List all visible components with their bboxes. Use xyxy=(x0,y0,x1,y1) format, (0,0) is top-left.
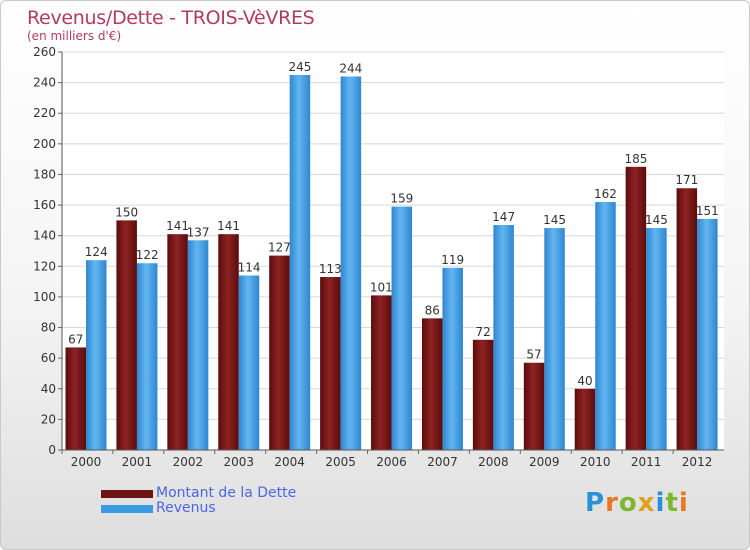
x-tick-label: 2002 xyxy=(173,455,204,469)
bar-debt xyxy=(167,234,188,450)
bar-debt xyxy=(320,277,341,450)
bar-revenue xyxy=(340,76,362,450)
data-label: 244 xyxy=(339,61,362,75)
data-label: 151 xyxy=(696,204,719,218)
bar-revenue xyxy=(646,228,667,450)
x-tick-label: 2006 xyxy=(376,455,407,469)
bar-revenue xyxy=(86,260,107,450)
x-tick-label: 2011 xyxy=(631,455,662,469)
bar-revenue xyxy=(697,218,718,450)
x-tick-label: 2004 xyxy=(274,455,305,469)
bar-debt xyxy=(269,255,290,450)
data-label: 150 xyxy=(115,205,138,219)
x-tick-label: 2003 xyxy=(223,455,254,469)
bar-revenue xyxy=(187,240,209,450)
bar-revenue xyxy=(289,74,311,450)
data-label: 114 xyxy=(238,260,261,274)
data-label: 127 xyxy=(268,241,291,255)
data-label: 137 xyxy=(187,225,210,239)
data-label: 185 xyxy=(624,152,647,166)
y-tick-label: 160 xyxy=(33,198,56,212)
legend-swatch-debt xyxy=(101,490,153,498)
data-label: 122 xyxy=(136,248,159,262)
bar-debt xyxy=(472,339,494,450)
bar-revenue xyxy=(391,206,413,450)
proxiti-logo: Proxiti xyxy=(585,488,689,518)
y-tick-label: 20 xyxy=(41,412,56,426)
data-label: 162 xyxy=(594,187,617,201)
bar-revenue xyxy=(595,202,616,450)
bar-debt xyxy=(371,295,392,450)
data-label: 145 xyxy=(645,213,668,227)
bar-revenue xyxy=(442,267,463,450)
bar-debt xyxy=(218,234,239,450)
bar-debt xyxy=(421,318,443,450)
y-tick-label: 0 xyxy=(48,443,56,457)
y-tick-label: 60 xyxy=(41,351,56,365)
bar-revenue xyxy=(136,263,158,450)
bar-debt xyxy=(523,362,545,450)
data-label: 67 xyxy=(68,332,83,346)
logo-letter: x xyxy=(637,488,656,518)
bar-revenue xyxy=(544,228,565,450)
data-label: 113 xyxy=(319,262,342,276)
logo-letter: i xyxy=(678,488,689,518)
logo-letter: o xyxy=(618,488,638,518)
y-tick-label: 240 xyxy=(33,76,56,90)
logo-letter: t xyxy=(665,488,679,518)
data-label: 119 xyxy=(441,253,464,267)
x-tick-label: 2008 xyxy=(478,455,509,469)
bar-debt xyxy=(625,166,647,451)
x-tick-label: 2000 xyxy=(71,455,102,469)
bar-debt xyxy=(116,220,137,450)
data-label: 40 xyxy=(577,374,592,388)
y-tick-label: 40 xyxy=(41,382,56,396)
data-label: 124 xyxy=(85,245,108,259)
bar-revenue xyxy=(493,224,514,450)
y-tick-label: 140 xyxy=(33,229,56,243)
data-label: 101 xyxy=(370,280,393,294)
x-tick-label: 2010 xyxy=(580,455,611,469)
y-tick-label: 200 xyxy=(33,137,56,151)
bar-debt xyxy=(676,188,698,450)
logo-letter: P xyxy=(585,488,606,518)
data-label: 141 xyxy=(166,219,189,233)
data-label: 245 xyxy=(288,60,311,74)
chart-title: Revenus/Dette - TROIS-VèVRES xyxy=(27,7,315,29)
bar-revenue xyxy=(238,275,260,450)
data-label: 145 xyxy=(543,213,566,227)
legend-label-revenue: Revenus xyxy=(156,500,216,516)
data-label: 159 xyxy=(390,192,413,206)
bar-debt xyxy=(65,347,86,450)
logo-letter: r xyxy=(605,488,619,518)
bar-debt xyxy=(574,388,596,450)
y-tick-label: 260 xyxy=(33,45,56,59)
legend-swatch-revenue xyxy=(101,505,153,513)
chart-subtitle: (en milliers d'€) xyxy=(27,29,122,43)
y-tick-label: 100 xyxy=(33,290,56,304)
x-tick-label: 2005 xyxy=(325,455,356,469)
data-label: 147 xyxy=(492,210,515,224)
x-tick-label: 2012 xyxy=(682,455,713,469)
data-label: 141 xyxy=(217,219,240,233)
legend-label-debt: Montant de la Dette xyxy=(156,485,297,501)
data-label: 72 xyxy=(475,325,490,339)
x-tick-label: 2009 xyxy=(529,455,560,469)
y-tick-label: 180 xyxy=(33,167,56,181)
data-label: 171 xyxy=(675,173,698,187)
y-tick-label: 80 xyxy=(41,321,56,335)
y-tick-label: 220 xyxy=(33,106,56,120)
x-tick-label: 2001 xyxy=(122,455,153,469)
y-tick-label: 120 xyxy=(33,259,56,273)
data-label: 57 xyxy=(526,348,541,362)
logo-letter: i xyxy=(655,488,666,518)
data-label: 86 xyxy=(425,303,440,317)
x-tick-label: 2007 xyxy=(427,455,458,469)
